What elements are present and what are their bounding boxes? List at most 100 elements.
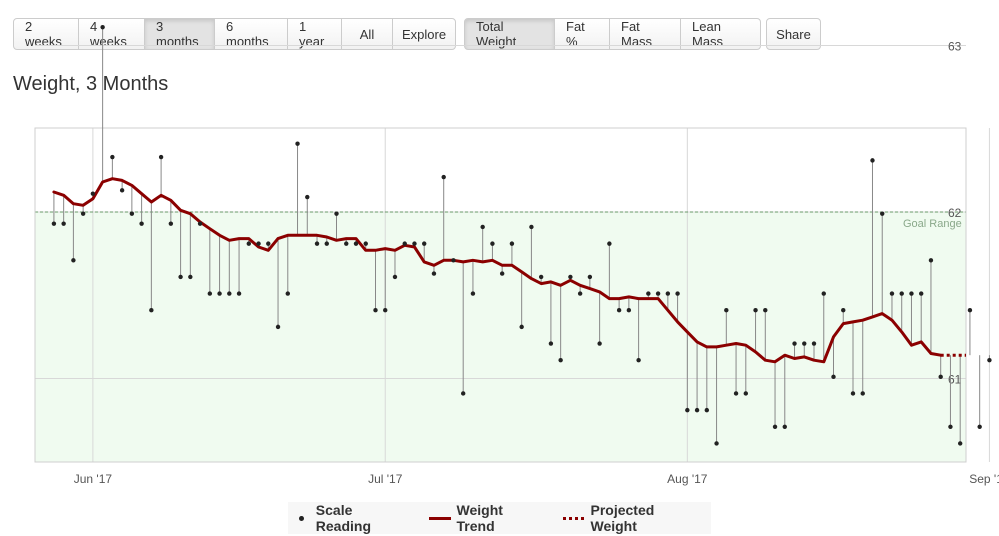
range-button-explore[interactable]: Explore bbox=[392, 18, 456, 50]
legend-item-projected-weight[interactable]: Projected Weight bbox=[563, 502, 700, 534]
scale-reading-marker-icon bbox=[299, 515, 304, 521]
scale-reading-point-20 bbox=[246, 241, 252, 246]
scale-reading-point-1 bbox=[61, 221, 66, 226]
scale-reading-point-29 bbox=[334, 211, 339, 216]
x-tick-label-sep-17: Sep '17 bbox=[969, 472, 999, 486]
weight-chart: Goal Range 61 62 63 Jun '17 Jul '17 Aug '17 Sep… bbox=[34, 24, 999, 486]
scale-reading-point-44 bbox=[480, 224, 485, 230]
scale-reading-point-41 bbox=[451, 258, 456, 263]
scale-reading-point-74 bbox=[772, 424, 778, 429]
scale-reading-point-43 bbox=[470, 291, 476, 296]
scale-reading-point-85 bbox=[880, 211, 885, 216]
scale-reading-point-87 bbox=[899, 291, 904, 296]
y-tick-label-63: 63 bbox=[948, 40, 962, 54]
scale-reading-point-63 bbox=[665, 291, 671, 296]
scale-reading-point-96 bbox=[987, 357, 992, 363]
scale-reading-point-89 bbox=[919, 291, 924, 296]
scale-reading-point-42 bbox=[460, 391, 466, 396]
scale-reading-point-86 bbox=[889, 291, 895, 296]
scale-reading-point-80 bbox=[831, 374, 836, 380]
scale-reading-point-33 bbox=[373, 308, 378, 313]
scale-reading-point-5 bbox=[100, 24, 105, 30]
scale-reading-point-57 bbox=[607, 241, 612, 246]
scale-reading-point-53 bbox=[568, 274, 573, 280]
scale-reading-point-39 bbox=[431, 271, 437, 276]
scale-reading-point-36 bbox=[402, 241, 407, 246]
scale-reading-point-81 bbox=[841, 308, 846, 313]
scale-reading-point-52 bbox=[558, 357, 563, 363]
scale-reading-point-60 bbox=[636, 357, 641, 363]
metric-button-group: Total Weight Fat % Fat Mass Lean Mass bbox=[464, 18, 761, 50]
scale-reading-point-4 bbox=[90, 191, 96, 196]
scale-reading-point-45 bbox=[490, 241, 495, 246]
scale-reading-point-84 bbox=[870, 158, 875, 163]
scale-reading-point-0 bbox=[51, 221, 57, 226]
scale-reading-point-76 bbox=[792, 341, 797, 346]
scale-reading-point-65 bbox=[685, 407, 690, 413]
x-tick-label-jul-17: Jul '17 bbox=[368, 472, 403, 486]
x-tick-label-aug-17: Aug '17 bbox=[667, 472, 708, 486]
scale-reading-point-56 bbox=[597, 341, 602, 346]
scale-reading-point-9 bbox=[139, 221, 144, 226]
goal-range-label: Goal Range bbox=[903, 218, 962, 230]
scale-reading-point-94 bbox=[967, 308, 973, 313]
goal-range-band bbox=[35, 212, 966, 462]
scale-reading-point-72 bbox=[753, 308, 758, 313]
scale-reading-point-78 bbox=[811, 341, 817, 346]
scale-reading-point-14 bbox=[188, 274, 193, 280]
scale-reading-point-25 bbox=[295, 141, 300, 146]
scale-reading-point-67 bbox=[704, 407, 710, 413]
share-button[interactable]: Share bbox=[766, 18, 821, 50]
scale-reading-point-55 bbox=[587, 274, 593, 280]
scale-reading-point-64 bbox=[675, 291, 680, 296]
scale-reading-point-62 bbox=[655, 291, 661, 296]
scale-reading-point-18 bbox=[227, 291, 232, 296]
scale-reading-point-17 bbox=[217, 291, 222, 296]
scale-reading-point-28 bbox=[324, 241, 329, 246]
y-tick-label-61: 61 bbox=[948, 373, 962, 387]
scale-reading-point-32 bbox=[363, 241, 368, 246]
scale-reading-point-82 bbox=[850, 391, 856, 396]
scale-reading-point-10 bbox=[149, 308, 154, 313]
x-tick-label-jun-17: Jun '17 bbox=[74, 472, 113, 486]
scale-reading-point-7 bbox=[119, 188, 125, 193]
scale-reading-point-22 bbox=[266, 241, 271, 246]
scale-reading-point-35 bbox=[392, 274, 398, 280]
legend-item-weight-trend[interactable]: Weight Trend bbox=[429, 502, 541, 534]
scale-reading-point-6 bbox=[110, 154, 115, 160]
scale-reading-point-26 bbox=[305, 194, 310, 200]
share-button-group: Share bbox=[766, 18, 821, 50]
scale-reading-point-68 bbox=[714, 441, 719, 446]
metric-button-total-weight[interactable]: Total Weight bbox=[464, 18, 555, 50]
scale-reading-point-31 bbox=[353, 241, 359, 246]
scale-reading-point-23 bbox=[275, 324, 281, 330]
scale-reading-point-24 bbox=[285, 291, 290, 296]
scale-reading-point-92 bbox=[948, 424, 953, 429]
scale-reading-point-46 bbox=[499, 271, 505, 276]
range-button-3-months[interactable]: 3 months bbox=[144, 18, 215, 50]
scale-reading-point-95 bbox=[977, 424, 982, 429]
scale-reading-point-27 bbox=[314, 241, 320, 246]
metric-button-fat[interactable]: Fat % bbox=[554, 18, 610, 50]
scale-reading-point-79 bbox=[821, 291, 826, 296]
scale-reading-point-15 bbox=[197, 221, 203, 226]
scale-reading-point-50 bbox=[538, 274, 544, 280]
projected-weight-line-icon bbox=[563, 516, 585, 520]
scale-reading-point-59 bbox=[626, 308, 632, 313]
scale-reading-point-88 bbox=[909, 291, 914, 296]
scale-reading-point-40 bbox=[441, 174, 446, 180]
scale-reading-point-49 bbox=[529, 224, 534, 230]
scale-reading-point-70 bbox=[733, 391, 739, 396]
scale-reading-point-16 bbox=[207, 291, 213, 296]
legend-item-scale-reading[interactable]: Scale Reading bbox=[299, 502, 407, 534]
scale-reading-point-2 bbox=[71, 258, 76, 263]
scale-reading-point-93 bbox=[957, 441, 963, 446]
chart-legend: Scale Reading Weight Trend Projected Wei… bbox=[288, 502, 711, 534]
scale-reading-point-83 bbox=[860, 391, 865, 396]
range-button-all[interactable]: All bbox=[341, 18, 393, 50]
legend-label-projected-weight: Projected Weight bbox=[590, 502, 655, 534]
scale-reading-point-51 bbox=[548, 341, 554, 346]
weight-trend-line-icon bbox=[429, 516, 451, 520]
page-title: Weight, 3 Months bbox=[13, 73, 169, 95]
scale-reading-point-54 bbox=[577, 291, 583, 296]
